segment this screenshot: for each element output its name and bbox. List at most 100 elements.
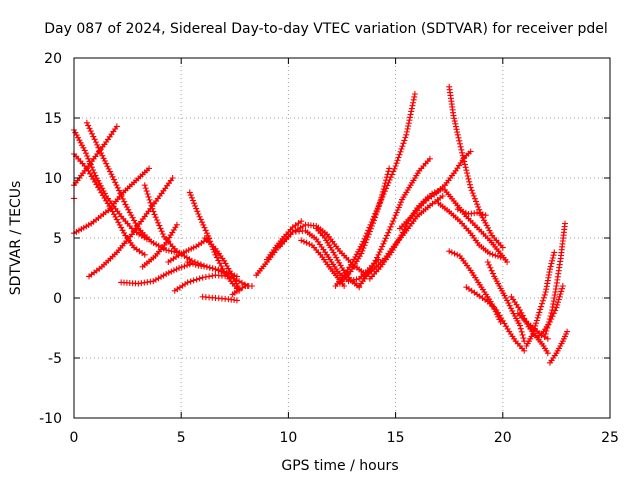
data-point bbox=[539, 300, 546, 307]
data-point bbox=[300, 238, 307, 245]
data-point bbox=[366, 228, 373, 235]
data-point bbox=[105, 165, 112, 172]
series-arc-40 bbox=[542, 220, 568, 337]
data-point bbox=[395, 204, 402, 211]
data-point bbox=[555, 296, 562, 303]
data-point bbox=[188, 194, 195, 201]
data-point bbox=[111, 211, 118, 218]
data-point bbox=[122, 201, 129, 208]
data-point bbox=[101, 157, 108, 164]
data-point bbox=[403, 128, 410, 135]
data-point bbox=[411, 91, 418, 97]
data-point bbox=[146, 165, 153, 172]
data-point bbox=[520, 335, 527, 342]
data-point bbox=[398, 232, 405, 239]
data-point bbox=[382, 235, 389, 242]
data-point bbox=[385, 168, 392, 175]
data-point bbox=[209, 265, 216, 272]
data-point bbox=[406, 117, 413, 124]
data-point bbox=[109, 173, 116, 180]
data-point bbox=[248, 283, 255, 289]
data-point bbox=[376, 200, 383, 207]
data-point bbox=[371, 260, 378, 267]
data-point bbox=[195, 211, 202, 217]
data-point bbox=[564, 328, 571, 335]
data-point bbox=[549, 257, 556, 264]
data-point bbox=[141, 182, 148, 189]
data-point bbox=[192, 261, 199, 268]
data-point bbox=[402, 134, 409, 141]
data-point bbox=[215, 257, 222, 264]
data-point bbox=[202, 274, 209, 280]
y-tick-label: 5 bbox=[53, 231, 62, 247]
data-point bbox=[358, 250, 365, 257]
data-point bbox=[489, 270, 496, 277]
data-point bbox=[379, 191, 386, 198]
data-point bbox=[470, 192, 477, 199]
data-point bbox=[473, 198, 479, 205]
data-point bbox=[83, 119, 90, 126]
data-point bbox=[460, 208, 467, 215]
series-arc-12 bbox=[184, 259, 228, 276]
data-point bbox=[173, 221, 180, 228]
data-point bbox=[377, 246, 384, 253]
data-point bbox=[396, 201, 403, 208]
data-point bbox=[517, 325, 524, 332]
series-arc-13 bbox=[186, 189, 243, 294]
data-point bbox=[213, 254, 220, 261]
data-point bbox=[96, 147, 103, 154]
data-point bbox=[201, 224, 208, 231]
data-point bbox=[544, 335, 551, 342]
data-point bbox=[152, 276, 159, 283]
series-arc-33 bbox=[446, 248, 504, 325]
data-point bbox=[359, 247, 366, 254]
data-point bbox=[89, 130, 96, 137]
data-point bbox=[121, 229, 128, 236]
data-point bbox=[303, 239, 310, 246]
data-point bbox=[544, 325, 551, 331]
data-point bbox=[336, 259, 343, 266]
data-point bbox=[410, 99, 417, 106]
data-point bbox=[410, 96, 417, 103]
series-arc-11 bbox=[171, 272, 251, 294]
data-point bbox=[462, 164, 469, 171]
data-point bbox=[383, 177, 390, 184]
data-point bbox=[466, 178, 473, 185]
data-point bbox=[509, 307, 516, 314]
series-arc-28 bbox=[446, 83, 506, 251]
data-point bbox=[504, 259, 511, 265]
data-point bbox=[518, 309, 525, 316]
data-point bbox=[399, 229, 406, 236]
data-point bbox=[467, 148, 474, 155]
data-point bbox=[530, 328, 537, 335]
gridlines bbox=[74, 58, 610, 418]
data-point bbox=[411, 93, 418, 100]
data-point bbox=[554, 301, 561, 308]
data-point bbox=[377, 197, 384, 204]
data-point bbox=[533, 320, 540, 327]
data-point bbox=[205, 232, 211, 239]
data-point bbox=[129, 214, 136, 221]
data-point bbox=[365, 231, 372, 238]
data-point bbox=[113, 216, 120, 223]
data-point bbox=[85, 155, 92, 162]
data-point bbox=[390, 218, 397, 225]
data-point bbox=[189, 260, 196, 267]
data-point bbox=[191, 200, 198, 207]
data-point bbox=[405, 123, 412, 130]
data-point bbox=[543, 328, 550, 334]
data-point bbox=[90, 133, 97, 140]
series-arc-6 bbox=[86, 175, 176, 280]
axis-ticks: 0 5 10 15 20 25 -10 -5 0 5 10 15 20 bbox=[39, 51, 619, 446]
x-tick-label: 20 bbox=[494, 430, 512, 446]
data-point bbox=[380, 240, 387, 247]
data-point bbox=[484, 259, 491, 265]
data-point bbox=[299, 223, 306, 230]
data-point bbox=[190, 277, 197, 284]
data-point bbox=[222, 260, 229, 267]
data-point bbox=[548, 260, 555, 267]
series-arc-30 bbox=[420, 148, 474, 205]
data-point bbox=[535, 312, 542, 319]
data-point bbox=[95, 144, 102, 151]
